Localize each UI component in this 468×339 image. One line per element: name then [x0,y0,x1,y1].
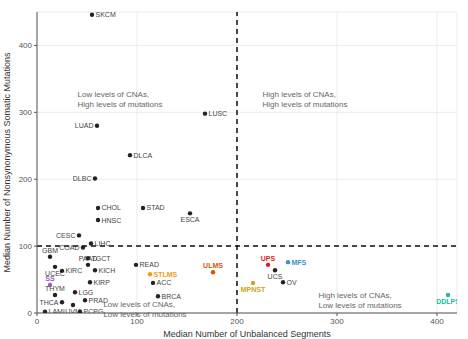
svg-text:TGCT: TGCT [91,254,111,262]
svg-text:KIRC: KIRC [66,267,83,274]
html-text:High levels of mutations: High levels of mutations [77,100,163,109]
svg-text:THYM: THYM [45,285,65,292]
svg-text:BRCA: BRCA [162,293,182,300]
html-text:Low levels of CNAs,: Low levels of CNAs, [103,300,175,309]
svg-text:PRAD: PRAD [89,297,108,304]
svg-text:UCS: UCS [268,273,283,280]
svg-text:STAD: STAD [147,204,165,211]
svg-text:ULMS: ULMS [203,262,223,269]
svg-text:PCPG: PCPG [84,308,104,313]
svg-text:OV: OV [287,279,297,286]
svg-text:CHOL: CHOL [102,204,122,211]
html-text:High levels of CNAs,: High levels of CNAs, [318,291,392,300]
svg-text:COAD: COAD [59,244,79,251]
svg-text:STLMS: STLMS [154,271,178,278]
svg-text:0: 0 [28,309,33,318]
svg-text:CESC: CESC [56,232,75,239]
svg-text:DLBC: DLBC [73,175,92,182]
svg-text:0: 0 [35,317,40,326]
svg-text:THCA: THCA [39,299,58,306]
svg-text:100: 100 [130,317,144,326]
svg-text:SKCM: SKCM [96,12,116,18]
svg-text:GBM: GBM [42,247,58,254]
svg-text:400: 400 [430,317,444,326]
svg-text:KICH: KICH [99,267,116,274]
html-text:Low levels of mutations: Low levels of mutations [103,310,187,319]
svg-text:DDLPS: DDLPS [436,298,457,305]
svg-text:200: 200 [230,317,244,326]
svg-text:DLCA: DLCA [134,152,153,159]
html-text:High levels of mutations: High levels of mutations [262,100,348,109]
html-text:Low levels of CNAs,: Low levels of CNAs, [77,90,150,99]
svg-text:Median Number of Unbalanced Se: Median Number of Unbalanced Segments [163,329,331,339]
svg-text:200: 200 [19,175,33,184]
svg-text:MPNST: MPNST [241,286,266,293]
svg-text:LGG: LGG [79,289,94,296]
svg-text:ACC: ACC [157,279,172,286]
html-text:High levels of CNAs,: High levels of CNAs, [262,90,336,99]
svg-text:LIHC: LIHC [95,240,111,247]
svg-text:LUAD: LUAD [75,122,94,129]
svg-text:400: 400 [19,41,33,50]
svg-text:KIRP: KIRP [94,279,111,286]
svg-text:PAAD: PAAD [79,255,98,262]
svg-text:UPS: UPS [261,255,276,262]
svg-text:HNSC: HNSC [102,217,122,224]
svg-text:300: 300 [19,108,33,117]
svg-text:UCEC: UCEC [45,269,65,277]
svg-text:300: 300 [330,317,344,326]
svg-text:ESCA: ESCA [180,216,199,223]
html-text:Low levels of mutations: Low levels of mutations [318,301,402,310]
svg-text:READ: READ [140,261,159,268]
svg-text:LAML: LAML [49,308,67,313]
svg-text:Median Number of Nonsynonymous: Median Number of Nonsynonymous Somatic M… [8,52,12,273]
svg-text:100: 100 [19,242,33,251]
svg-text:MFS: MFS [292,259,307,266]
svg-text:LUSC: LUSC [209,110,228,117]
svg-text:SS: SS [45,275,55,282]
